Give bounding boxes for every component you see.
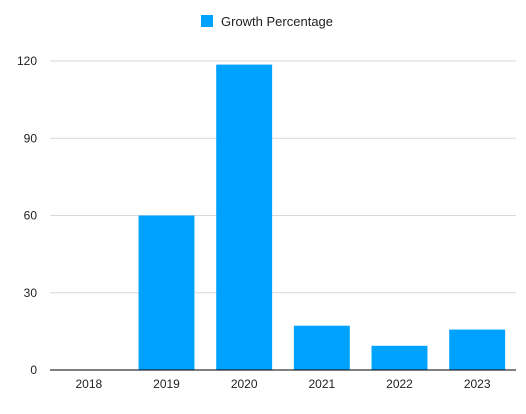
bar-2019	[138, 215, 195, 370]
y-tick-label: 90	[24, 131, 38, 145]
y-tick-label: 120	[17, 54, 37, 68]
y-tick-label: 0	[30, 363, 37, 377]
legend-label: Growth Percentage	[221, 14, 333, 29]
x-tick-label: 2023	[464, 377, 491, 391]
legend-swatch	[201, 15, 213, 27]
x-tick-label: 2021	[308, 377, 335, 391]
bar-2023	[449, 329, 506, 370]
y-tick-label: 30	[24, 286, 38, 300]
bar-2021	[293, 325, 350, 370]
bar-2020	[216, 64, 273, 370]
gridlines	[50, 60, 516, 294]
y-tick-label: 60	[24, 209, 38, 223]
bars	[138, 64, 506, 370]
x-tick-label: 2020	[231, 377, 258, 391]
bar-2022	[371, 345, 428, 370]
x-tick-label: 2018	[75, 377, 102, 391]
x-tick-label: 2019	[153, 377, 180, 391]
y-axis: 0 30 60 90 120	[17, 54, 37, 377]
x-tick-label: 2022	[386, 377, 413, 391]
x-axis: 2018 2019 2020 2021 2022 2023	[50, 369, 516, 391]
legend: Growth Percentage	[201, 14, 333, 29]
